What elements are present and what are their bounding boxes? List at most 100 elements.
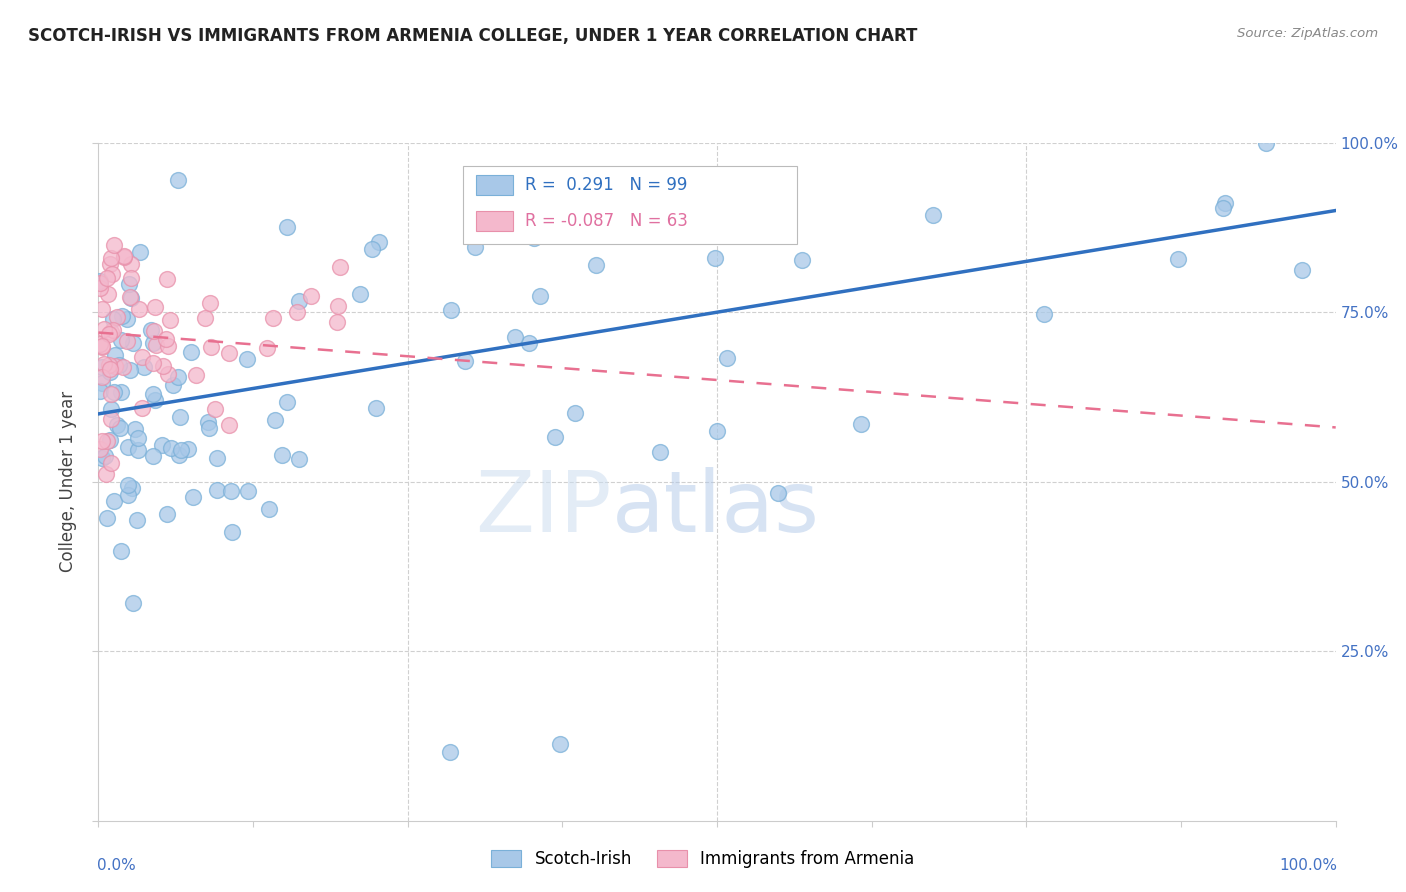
Point <box>849 417 872 431</box>
Point <box>124 422 146 436</box>
Text: 100.0%: 100.0% <box>1279 858 1337 873</box>
Text: ZIP: ZIP <box>475 467 612 550</box>
Point <box>648 445 671 459</box>
Point <box>221 525 243 540</box>
Point <box>120 290 142 304</box>
Point <box>150 438 173 452</box>
Point <box>105 310 128 324</box>
Point <box>100 326 122 340</box>
Point <box>110 385 132 400</box>
Point <box>160 441 183 455</box>
Point <box>117 478 139 492</box>
Point <box>157 339 180 353</box>
Point <box>156 507 179 521</box>
Point <box>103 384 125 399</box>
Point <box>170 443 193 458</box>
Point <box>132 360 155 375</box>
Point <box>115 311 138 326</box>
Point <box>550 737 572 751</box>
Point <box>200 340 222 354</box>
Point <box>98 434 121 448</box>
Point <box>453 354 475 368</box>
Point <box>264 413 287 427</box>
Point <box>120 257 142 271</box>
Point <box>184 368 207 383</box>
Point <box>256 341 278 355</box>
Point <box>169 409 191 424</box>
Text: SCOTCH-IRISH VS IMMIGRANTS FROM ARMENIA COLLEGE, UNDER 1 YEAR CORRELATION CHART: SCOTCH-IRISH VS IMMIGRANTS FROM ARMENIA … <box>28 27 918 45</box>
Point <box>219 484 242 499</box>
Point <box>564 406 586 420</box>
Text: R =  0.291   N = 99: R = 0.291 N = 99 <box>526 176 688 194</box>
Point <box>328 299 350 313</box>
Point <box>152 359 174 374</box>
Point <box>198 295 221 310</box>
Point <box>117 440 139 454</box>
Point <box>517 335 540 350</box>
Point <box>142 450 165 464</box>
Point <box>100 401 122 416</box>
Point <box>440 303 463 318</box>
Point <box>325 315 347 329</box>
Point <box>166 369 188 384</box>
Point <box>288 452 311 467</box>
Point <box>93 322 115 336</box>
Point <box>101 323 124 337</box>
Point <box>262 311 284 326</box>
Point <box>159 312 181 326</box>
Point <box>103 494 125 508</box>
Point <box>236 484 259 499</box>
Y-axis label: College, Under 1 year: College, Under 1 year <box>59 391 77 573</box>
Point <box>101 312 124 326</box>
Point <box>141 323 163 337</box>
Point <box>110 543 132 558</box>
Point <box>90 301 112 316</box>
Point <box>236 351 259 366</box>
Point <box>94 467 117 481</box>
Bar <box>475 175 513 195</box>
Point <box>360 243 382 257</box>
Point <box>167 448 190 462</box>
Point <box>162 378 184 392</box>
Point <box>205 450 228 465</box>
Point <box>167 173 190 187</box>
Point <box>194 311 217 326</box>
Point <box>183 490 205 504</box>
Point <box>111 359 134 374</box>
Point <box>101 267 124 281</box>
Point <box>108 358 131 372</box>
Point <box>90 370 112 384</box>
Point <box>96 511 118 525</box>
Point <box>131 401 153 415</box>
Point <box>100 412 122 426</box>
Point <box>143 324 166 338</box>
Point <box>143 300 166 314</box>
Point <box>503 330 526 344</box>
Point <box>89 281 111 295</box>
Point <box>121 336 143 351</box>
Point <box>704 251 727 265</box>
Point <box>329 260 352 275</box>
Point <box>1212 201 1234 215</box>
FancyBboxPatch shape <box>464 167 797 244</box>
Point <box>155 332 177 346</box>
Point <box>922 208 945 222</box>
Point <box>1213 196 1236 211</box>
Point <box>706 424 728 438</box>
Point <box>276 219 298 234</box>
Point <box>129 244 152 259</box>
Point <box>91 339 114 353</box>
Point <box>89 274 111 288</box>
Point <box>276 395 298 409</box>
Point <box>127 431 149 445</box>
Point <box>349 286 371 301</box>
Point <box>91 360 114 375</box>
Point <box>96 271 118 285</box>
Point <box>91 450 114 465</box>
Point <box>125 514 148 528</box>
Text: 0.0%: 0.0% <box>97 858 136 873</box>
Point <box>197 415 219 429</box>
Point <box>121 596 143 610</box>
Point <box>367 235 389 249</box>
Point <box>100 387 122 401</box>
